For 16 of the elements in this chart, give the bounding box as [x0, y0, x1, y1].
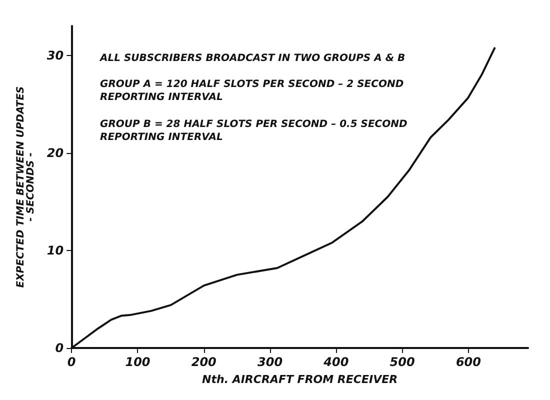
y-tick-label: 10	[46, 243, 64, 258]
x-tick-label: 0	[67, 355, 76, 369]
x-tick-label: 500	[390, 355, 415, 369]
annotation: GROUP A = 120 HALF SLOTS PER SECOND – 2 SECOND REPORTING INTERVAL	[100, 79, 404, 103]
y-tick-label: 0	[55, 341, 64, 355]
x-tick-label: 300	[258, 355, 283, 369]
y-axis-title: EXPECTED TIME BETWEEN UPDATES - SECONDS -	[16, 86, 36, 288]
y-tick-label: 20	[46, 146, 64, 160]
annotation: ALL SUBSCRIBERS BROADCAST IN TWO GROUPS A & B	[99, 53, 406, 64]
x-tick-label: 400	[322, 355, 349, 369]
x-tick-label: 100	[125, 355, 150, 369]
x-tick-label: 200	[191, 355, 216, 369]
annotation: GROUP B = 28 HALF SLOTS PER SECOND – 0.5 SECOND REPORTING INTERVAL	[100, 119, 408, 143]
x-tick-label: 600	[456, 355, 481, 369]
y-tick-label: 30	[46, 48, 64, 62]
x-axis-title: Nth. AIRCRAFT FROM RECEIVER	[202, 373, 398, 386]
